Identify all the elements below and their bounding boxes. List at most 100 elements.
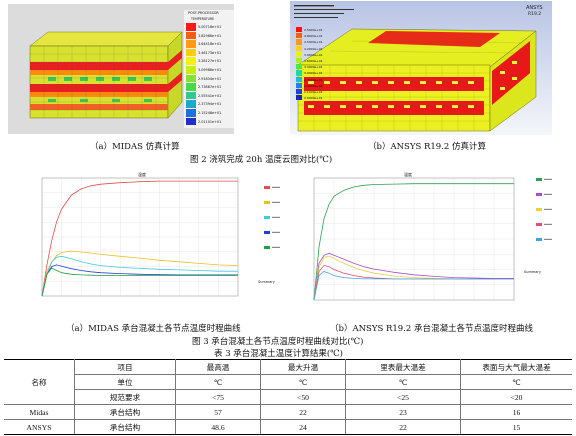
legend-entry: 3.3000e+01 bbox=[294, 64, 354, 70]
legend-swatch bbox=[536, 238, 542, 241]
legend-swatch bbox=[536, 178, 542, 181]
legend-entry: 3.09988e+01 bbox=[184, 66, 234, 75]
midas-legend-header: POST-PROCESSOR bbox=[188, 11, 219, 15]
legend-swatch bbox=[264, 216, 270, 219]
legend-entry: 2.37394e+01 bbox=[184, 100, 234, 109]
legend-text-stub bbox=[272, 186, 280, 188]
legend-entry: 5.00718e+01 bbox=[184, 23, 234, 32]
legend-swatch bbox=[186, 109, 196, 117]
spec-cell: <20 bbox=[460, 389, 572, 405]
legend-entry: 4.5000e+01 bbox=[294, 39, 354, 45]
row-name: ANSYS bbox=[4, 419, 75, 435]
series-line bbox=[313, 271, 514, 301]
legend-entry: 2.5000e+01 bbox=[294, 27, 354, 33]
legend-entry: 3.9000e+01 bbox=[294, 51, 354, 58]
row-value: 57 bbox=[175, 404, 261, 420]
table-row: Midas 承台结构 57 22 23 16 bbox=[4, 404, 572, 420]
legend-value: 2.15248e+01 bbox=[198, 111, 222, 115]
legend-swatch bbox=[296, 45, 302, 51]
table-row: ANSYS 承台结构 48.6 24 22 15 bbox=[4, 419, 572, 435]
midas-legend-subheader: TEMPERATURE bbox=[191, 17, 215, 21]
legend-swatch bbox=[186, 40, 196, 48]
unit-label: 单位 bbox=[74, 374, 176, 390]
legend-swatch bbox=[536, 193, 542, 196]
series-line bbox=[313, 252, 514, 301]
fig2-right-caption: （b）ANSYS R19.2 仿真计算 bbox=[368, 142, 487, 152]
spec-cell: <25 bbox=[345, 389, 461, 405]
legend-text-stub bbox=[544, 193, 552, 195]
legend-text-stub bbox=[272, 201, 280, 203]
legend-swatch bbox=[536, 208, 542, 211]
legend-text-stub bbox=[544, 178, 552, 180]
legend-entry: 3.0000e+01 bbox=[294, 70, 354, 76]
legend-entry: 3.28127e+01 bbox=[184, 57, 234, 66]
legend-swatch bbox=[296, 89, 302, 95]
spec-label: 规范要求 bbox=[74, 389, 176, 405]
midas-legend: POST-PROCESSOR TEMPERATURE 5.00718e+01 3.… bbox=[184, 10, 234, 128]
series-line bbox=[41, 267, 238, 297]
legend-swatch bbox=[296, 58, 302, 64]
legend-entry: 3.82966e+01 bbox=[184, 31, 234, 41]
legend-entry: 3.64418e+01 bbox=[184, 40, 234, 49]
series-line bbox=[41, 264, 238, 297]
legend-value: 3.0000e+01 bbox=[304, 71, 323, 76]
legend-text-stub bbox=[544, 238, 552, 240]
fig3-title: 图 3 承台混凝土各节点温度时程曲线对比(℃) bbox=[192, 337, 364, 347]
legend-swatch bbox=[264, 246, 270, 249]
col-max-rise: 最大升温 bbox=[260, 359, 346, 375]
table-spec-row: 规范要求 <75 <50 <25 <20 bbox=[4, 389, 572, 405]
legend-swatch bbox=[296, 27, 302, 33]
unit-cell: ℃ bbox=[345, 374, 461, 390]
legend-swatch bbox=[186, 74, 196, 83]
legend-entry: 2.55541e+01 bbox=[184, 91, 234, 101]
ansys-brand: ANSYS bbox=[526, 5, 543, 11]
fig3-left-caption: （a）MIDAS 承台混凝土各节点温度时程曲线 bbox=[66, 324, 241, 334]
row-value: 22 bbox=[260, 404, 346, 420]
row-value: 23 bbox=[345, 404, 461, 420]
legend-value: 2.73687e+01 bbox=[198, 85, 222, 90]
legend-swatch bbox=[296, 39, 302, 45]
legend-value: 3.46173e+01 bbox=[198, 50, 222, 55]
legend-value: 2.0000e+01 bbox=[304, 96, 323, 101]
results-table: 名称 项目 最高温 最大升温 里表最大温差 表面与大气最大温差 单位 ℃ ℃ ℃… bbox=[4, 359, 572, 435]
legend-value: 5.00718e+01 bbox=[198, 25, 222, 29]
legend-value: 3.3000e+01 bbox=[304, 65, 323, 70]
legend-entry: 2.4000e+01 bbox=[294, 82, 354, 89]
legend-value: 4.5000e+01 bbox=[304, 40, 323, 45]
table3-title: 表 3 承台混凝土温度计算结果(℃) bbox=[214, 349, 343, 359]
series-line bbox=[41, 255, 238, 297]
legend-swatch bbox=[536, 223, 542, 226]
col-max-temp: 最高温 bbox=[175, 359, 261, 375]
legend-swatch bbox=[186, 117, 196, 126]
legend-swatch bbox=[264, 201, 270, 204]
ansys-contour-image bbox=[290, 1, 552, 135]
table-header-row: 名称 项目 最高温 最大升温 里表最大温差 表面与大气最大温差 bbox=[4, 359, 572, 405]
row-name: Midas bbox=[4, 404, 75, 420]
legend-value: 3.82966e+01 bbox=[198, 33, 222, 38]
legend-swatch bbox=[186, 91, 196, 100]
legend-entry: 4.2000e+01 bbox=[294, 45, 354, 52]
legend-swatch bbox=[186, 23, 196, 31]
row-value: 22 bbox=[345, 419, 461, 435]
unit-cell: ℃ bbox=[260, 374, 346, 390]
legend-value: 2.55541e+01 bbox=[198, 93, 222, 98]
legend-swatch bbox=[186, 100, 196, 108]
legend-entry: 2.0000e+01 bbox=[294, 95, 354, 101]
legend-entry: 2.1000e+01 bbox=[294, 89, 354, 95]
table-unit-row: 单位 ℃ ℃ ℃ ℃ bbox=[4, 374, 572, 390]
legend-swatch bbox=[264, 186, 270, 189]
ansys-version: R19.2 bbox=[528, 12, 542, 17]
legend-swatch bbox=[296, 51, 302, 57]
legend-value: 2.01101e+01 bbox=[198, 119, 222, 124]
legend-entry: 2.73687e+01 bbox=[184, 83, 234, 92]
legend-value: 2.5000e+01 bbox=[304, 28, 323, 32]
legend-swatch bbox=[186, 57, 196, 65]
legend-value: 2.4000e+01 bbox=[304, 83, 323, 88]
legend-swatch bbox=[296, 82, 302, 88]
legend-text-stub bbox=[544, 208, 552, 210]
row-item: 承台结构 bbox=[74, 404, 176, 420]
legend-entry: 2.15248e+01 bbox=[184, 109, 234, 118]
legend-swatch bbox=[296, 76, 302, 82]
series-line bbox=[41, 180, 238, 297]
col-core-surface-diff: 里表最大温差 bbox=[345, 359, 461, 375]
